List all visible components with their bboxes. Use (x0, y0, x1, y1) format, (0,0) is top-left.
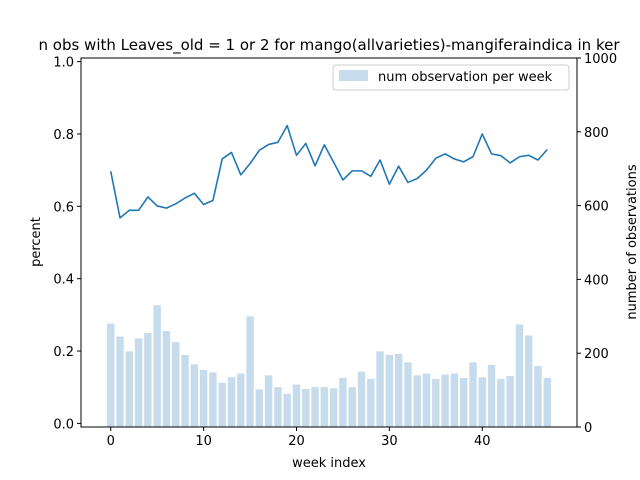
bar (357, 371, 366, 427)
x-tick-label: 40 (474, 434, 491, 449)
bar (432, 379, 440, 427)
right-tick-label: 0 (584, 421, 592, 436)
bar (450, 373, 459, 427)
bars-layer (107, 305, 551, 427)
bar (506, 376, 514, 427)
bar (515, 324, 524, 427)
bar (348, 387, 356, 427)
x-tick-label: 20 (288, 434, 305, 449)
bar (125, 351, 134, 427)
bar (246, 316, 254, 427)
bar (264, 375, 273, 427)
bar (329, 388, 338, 427)
bar (292, 384, 301, 427)
bar (283, 393, 291, 427)
bar (209, 372, 217, 427)
x-tick-label: 10 (195, 434, 212, 449)
bar (227, 377, 236, 427)
legend-swatch (339, 70, 368, 81)
right-axis-ticks: 0 200 400 600 800 1000 (577, 52, 617, 436)
left-tick-label: 0.2 (53, 345, 74, 360)
bar (413, 375, 421, 427)
bar (181, 355, 189, 427)
right-tick-label: 800 (584, 126, 609, 141)
left-tick-label: 0.8 (53, 128, 74, 143)
bar (459, 377, 468, 427)
bar (497, 379, 505, 427)
bar (543, 377, 551, 427)
left-tick-label: 1.0 (53, 56, 74, 71)
bar (320, 387, 329, 427)
bar (478, 377, 486, 427)
bar (367, 379, 375, 427)
chart-title: n obs with Leaves_old = 1 or 2 for mango… (39, 36, 621, 55)
bar (302, 388, 310, 427)
bar (144, 332, 152, 427)
plot-frame (80, 57, 578, 428)
bar (218, 382, 226, 427)
bar (199, 369, 208, 427)
bar (385, 355, 394, 427)
x-axis-ticks: 0 10 20 30 40 (107, 427, 491, 449)
left-tick-label: 0.4 (53, 273, 74, 288)
x-axis-label: week index (292, 456, 366, 471)
bar (153, 305, 161, 427)
bar (311, 387, 319, 427)
bar (237, 373, 245, 427)
right-tick-label: 1000 (584, 52, 617, 67)
x-tick-label: 30 (381, 434, 398, 449)
bar (339, 377, 347, 427)
bar (162, 331, 171, 427)
bar (534, 366, 542, 427)
bar (190, 364, 199, 427)
percent-line (109, 124, 548, 219)
left-tick-label: 0.6 (53, 200, 74, 215)
legend: num observation per week (332, 64, 570, 91)
bar (487, 365, 496, 427)
bar (524, 335, 533, 427)
bar (422, 373, 431, 427)
line-layer (109, 124, 548, 219)
bar (172, 342, 180, 427)
bar (376, 351, 384, 427)
right-axis-label: number of observations (625, 164, 640, 319)
bar (134, 338, 143, 427)
left-axis-ticks: 0.0 0.2 0.4 0.6 0.8 1.0 (53, 56, 81, 432)
bar (441, 374, 449, 427)
x-tick-label: 0 (107, 434, 115, 449)
left-axis-label: percent (29, 217, 44, 267)
bar (394, 353, 403, 427)
right-tick-label: 600 (584, 200, 609, 215)
bar (404, 362, 412, 427)
right-tick-label: 400 (584, 273, 609, 288)
left-tick-label: 0.0 (53, 417, 74, 432)
bar (274, 387, 282, 427)
bar (255, 389, 264, 427)
right-tick-label: 200 (584, 347, 609, 362)
bar (469, 362, 477, 427)
legend-label: num observation per week (378, 70, 553, 85)
bar (116, 336, 124, 427)
legend-box (332, 64, 570, 91)
bar (107, 323, 115, 427)
